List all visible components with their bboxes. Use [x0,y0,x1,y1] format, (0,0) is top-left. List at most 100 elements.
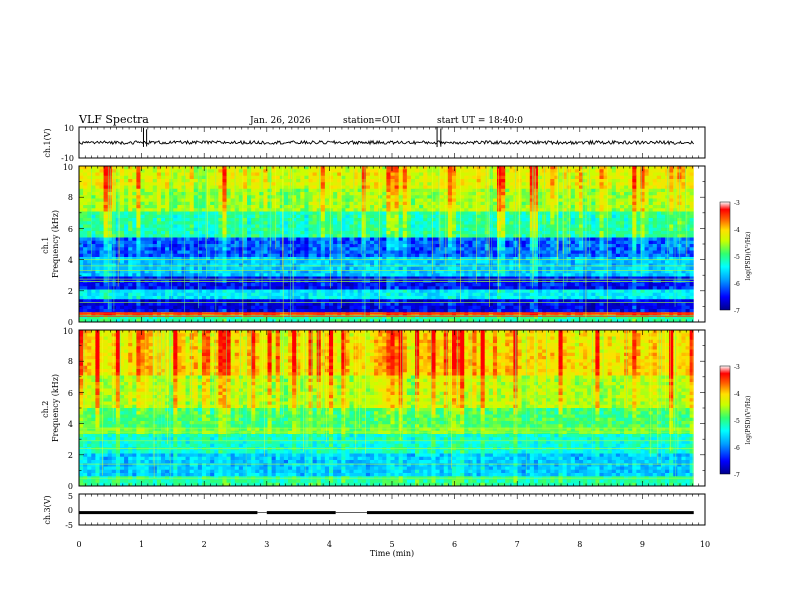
spectrogram-cell [427,231,433,235]
spectrogram-cell [365,263,371,268]
spectrogram-cell [337,247,342,252]
spectrogram-cell [492,201,498,206]
spectrogram-cell [263,234,269,239]
spectrogram-cell [320,257,326,261]
spectrogram-cell [431,214,437,219]
spectrogram-cell [271,250,277,255]
spectrogram-cell [632,211,637,216]
spectrogram-cell [333,169,338,174]
spectrogram-cell [247,247,252,252]
spectrogram-cell [247,185,252,190]
spectrogram-cell [456,182,461,187]
spectrogram-cell [222,266,228,271]
spectrogram-cell [578,221,584,226]
spectrogram-cell [283,211,289,216]
spectrogram-cell [255,247,260,252]
spectrogram-cell [439,188,445,193]
spectrogram-cell [206,227,211,232]
spectrogram-cell [583,240,588,245]
spectrogram-cell [173,257,178,261]
spectrogram-cell [681,172,687,177]
spectrogram-cell [460,234,465,239]
spectrogram-cell [181,237,187,242]
spectrogram-cell [288,169,293,174]
spectrogram-cell [640,208,646,213]
spectrogram-cell [460,214,465,219]
spectrogram-cell [398,253,404,258]
spectrogram-cell [419,250,424,255]
spectrogram-cell [570,201,576,206]
spectrogram-cell [554,205,560,209]
spectrogram-cell [206,270,211,274]
spectrogram-cell [636,175,642,180]
spectrogram-cell [230,166,236,170]
spectrogram-cell [271,260,277,265]
spectrogram-cell [402,201,408,206]
spectrogram-cell [509,179,515,183]
spectrogram-cell [460,240,465,245]
spectrogram-cell [185,192,191,196]
spectrogram-cell [533,218,539,222]
spectrogram-cell [271,172,277,177]
spectrogram-cell [611,166,617,170]
spectrogram-cell [652,257,658,261]
spectrogram-cell [304,247,310,252]
spectrogram-cell [255,270,260,274]
spectrogram-cell [206,185,211,190]
spectrogram-cell [251,211,256,216]
spectrogram-cell [292,218,297,222]
spectrogram-cell [132,234,137,239]
spectrogram-cell [263,270,269,274]
spectrogram-cell [648,211,654,216]
spectrogram-cell [632,234,637,239]
spectrogram-cell [201,227,207,232]
spectrogram-cell [660,260,666,265]
spectrogram-cell [689,237,695,242]
spectrogram-cell [214,188,219,193]
spectrogram-cell [251,208,256,213]
spectrogram-cell [583,218,588,222]
spectrogram-cell [665,231,670,235]
spectrogram-cell [406,266,412,271]
spectrogram-cell [103,169,109,174]
spectrogram-cell [394,263,400,268]
spectrogram-cell [300,257,305,261]
spectrogram-cell [578,192,584,196]
spectrogram-cell [83,205,88,209]
spectrogram-cell [673,263,678,268]
spectrogram-cell [607,237,613,242]
spectrogram-cell [550,234,555,239]
spectrogram-cell [181,227,187,232]
spectrogram-cell [218,263,224,268]
spectrogram-cell [603,263,609,268]
spectrogram-cell [603,179,609,183]
spectrogram-cell [628,218,633,222]
spectrogram-cell [238,237,244,242]
spectrogram-cell [181,208,187,213]
spectrogram-cell [238,234,244,239]
spectrogram-cell [636,192,642,196]
spectrogram-cell [107,227,113,232]
spectrogram-cell [521,237,527,242]
spectrogram-cell [660,231,666,235]
spectrogram-cell [406,257,412,261]
spectrogram-cell [304,182,310,187]
spectrogram-cell [288,224,293,229]
spectrogram-cell [283,188,289,193]
spectrogram-cell [554,198,560,203]
spectrogram-cell [222,214,228,219]
spectrogram-cell [308,263,314,268]
spectrogram-cell [201,195,207,200]
spectrogram-cell [390,192,396,196]
spectrogram-cell [685,234,691,239]
spectrogram-cell [472,188,478,193]
spectrogram-cell [206,208,211,213]
spectrogram-cell [91,166,96,170]
spectrogram-cell [119,175,125,180]
spectrogram-cell [247,218,252,222]
spectrogram-cell [599,240,605,245]
spectrogram-cell [124,227,129,232]
spectrogram-cell [488,182,494,187]
spectrogram-cell [361,247,367,252]
spectrogram-cell [689,214,695,219]
